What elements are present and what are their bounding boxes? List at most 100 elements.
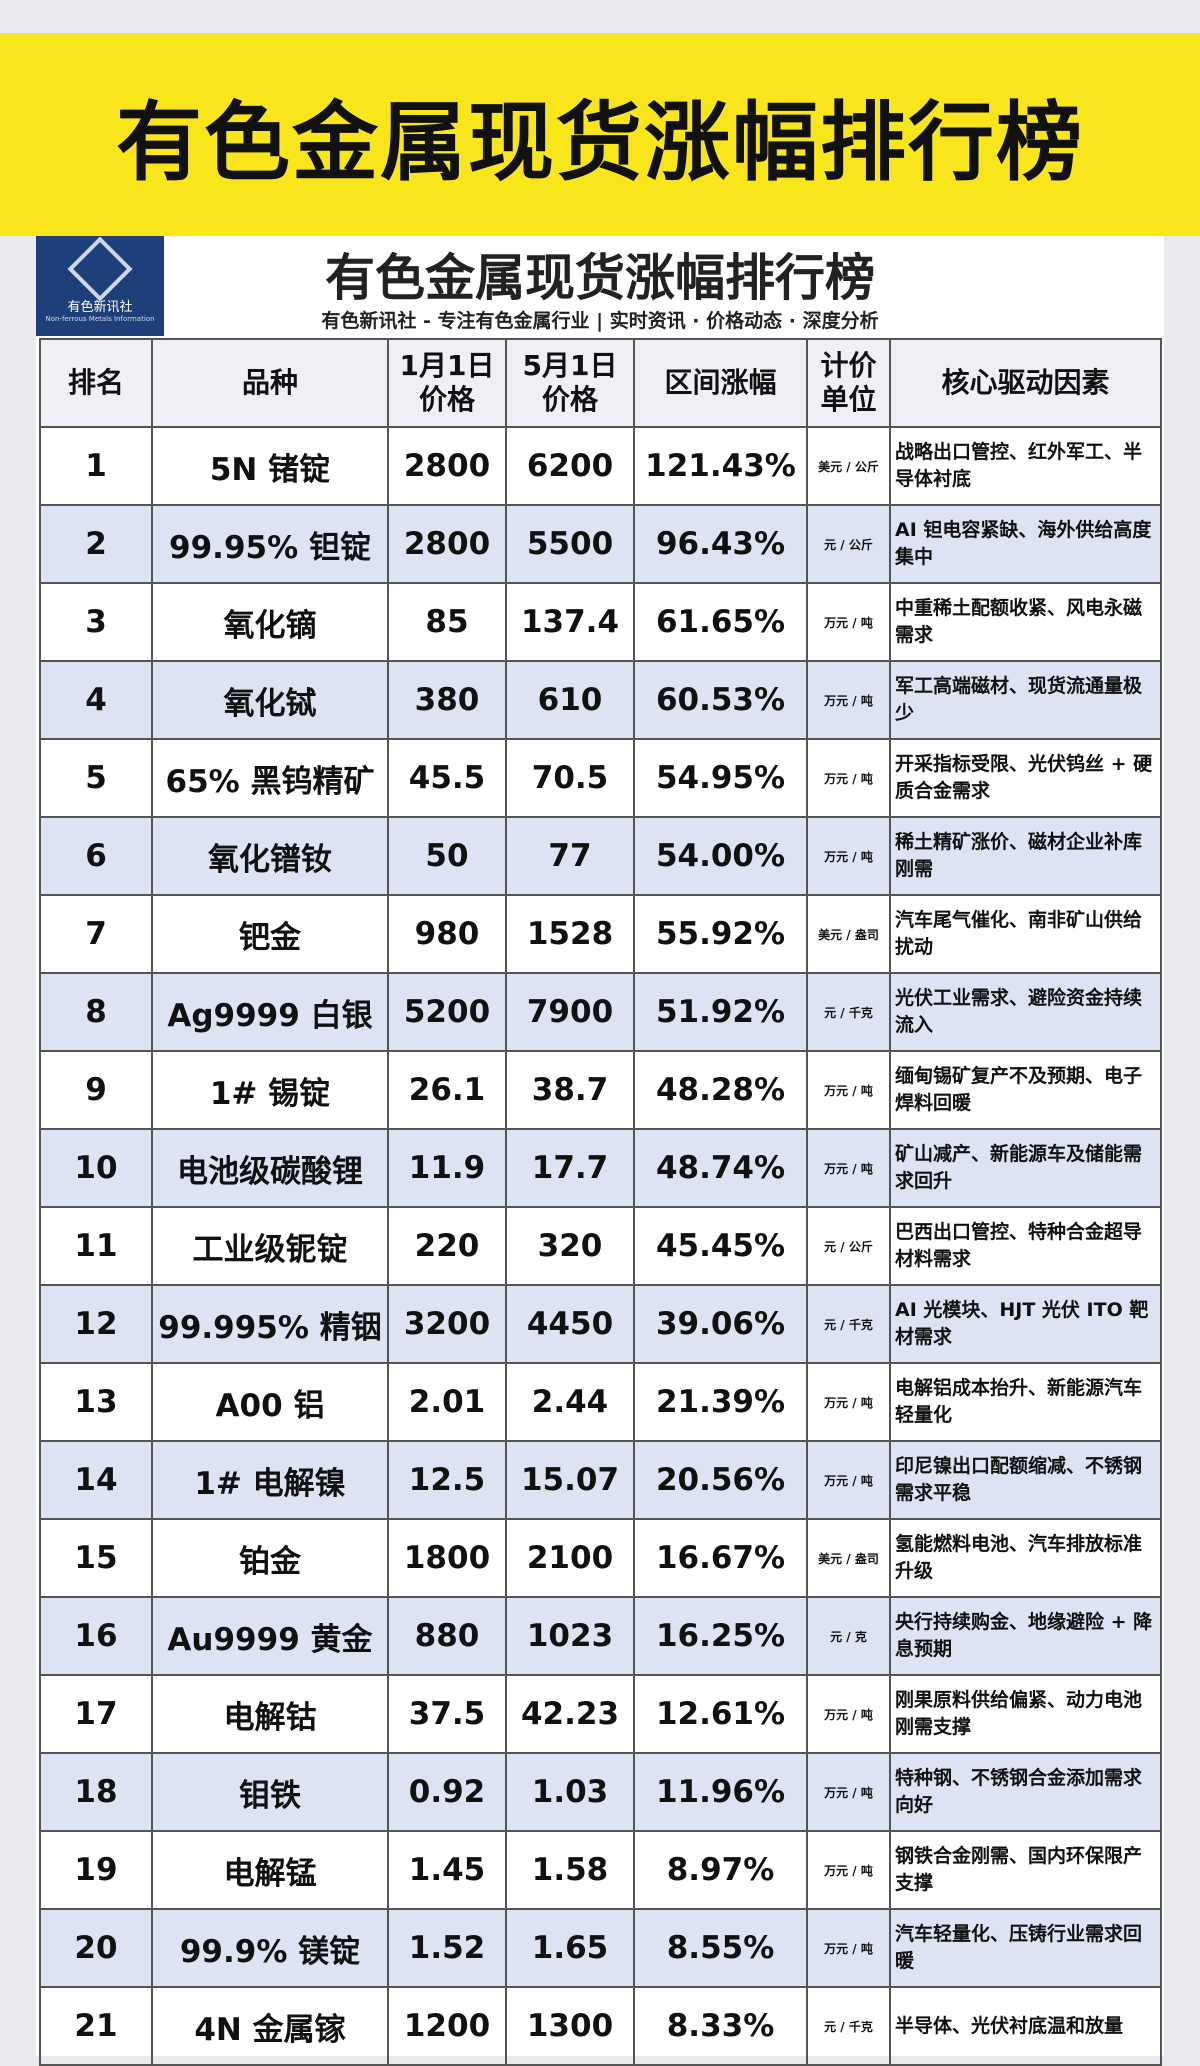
- table-cell: 18: [39, 1752, 153, 1832]
- banner-title: 有色金属现货涨幅排行榜: [116, 93, 1084, 193]
- table-cell: 2800: [387, 426, 507, 506]
- table-cell: 70.5: [505, 738, 635, 818]
- column-header: 1月1日 价格: [387, 338, 507, 428]
- table-cell: 12.5: [387, 1440, 507, 1520]
- banner: 有色金属现货涨幅排行榜: [0, 33, 1200, 236]
- table-cell: 1.45: [387, 1830, 507, 1910]
- table-cell: 3: [39, 582, 153, 662]
- table-cell: 1.52: [387, 1908, 507, 1988]
- table-cell: 6200: [505, 426, 635, 506]
- column-header: 品种: [151, 338, 389, 428]
- table-cell: Ag9999 白银: [151, 972, 389, 1052]
- table-cell: 钼铁: [151, 1752, 389, 1832]
- table-cell: 万元 / 吨: [806, 1674, 891, 1754]
- table-cell: 11: [39, 1206, 153, 1286]
- table-cell: A00 铝: [151, 1362, 389, 1442]
- table-cell: 稀土精矿涨价、磁材企业补库刚需: [889, 816, 1162, 896]
- table-cell: Au9999 黄金: [151, 1596, 389, 1676]
- table-cell: 1800: [387, 1518, 507, 1598]
- table-cell: 钢铁合金刚需、国内环保限产支撑: [889, 1830, 1162, 1910]
- table-cell: 2100: [505, 1518, 635, 1598]
- table-cell: 1.03: [505, 1752, 635, 1832]
- table-row: 1 5N 锗锭 2800 6200 121.43% 美元 / 公斤 战略出口管控、红外军工、…: [39, 426, 1162, 506]
- column-header: 计价 单位: [806, 338, 891, 428]
- table-row: 3 氧化镝 85 137.4 61.65% 万元 / 吨中重稀土配额收紧、风电永磁需求: [39, 582, 1162, 662]
- table-cell: 13: [39, 1362, 153, 1442]
- table-cell: 2.44: [505, 1362, 635, 1442]
- table-cell: 央行持续购金、地缘避险 + 降息预期: [889, 1596, 1162, 1676]
- table-cell: 5N 锗锭: [151, 426, 389, 506]
- table-row: 17 电解钴 37.5 42.23 12.61% 万元 / 吨刚果原料供给偏紧、动力电池刚…: [39, 1674, 1162, 1754]
- table-cell: 21: [39, 1986, 153, 2066]
- table-cell: 15: [39, 1518, 153, 1598]
- table-cell: 万元 / 吨: [806, 738, 891, 818]
- table-cell: 85: [387, 582, 507, 662]
- table-row: 15 铂金 1800 2100 16.67% 美元 / 盎司 氢能燃料电池、汽车排放标准升级: [39, 1518, 1162, 1598]
- column-header: 核心驱动因素: [889, 338, 1162, 428]
- table-cell: 7900: [505, 972, 635, 1052]
- table-cell: 77: [505, 816, 635, 896]
- table-cell: 16: [39, 1596, 153, 1676]
- table-cell: 1.65: [505, 1908, 635, 1988]
- table-cell: 工业级铌锭: [151, 1206, 389, 1286]
- table-cell: 220: [387, 1206, 507, 1286]
- table-cell: 38.7: [505, 1050, 635, 1130]
- table-cell: 2.01: [387, 1362, 507, 1442]
- table-cell: 61.65%: [633, 582, 808, 662]
- table-cell: 137.4: [505, 582, 635, 662]
- table-cell: 610: [505, 660, 635, 740]
- table-row: 9 1# 锡锭 26.1 38.7 48.28% 万元 / 吨缅甸锡矿复产不及预期、电子焊…: [39, 1050, 1162, 1130]
- column-header: 区间涨幅: [633, 338, 808, 428]
- table-cell: 42.23: [505, 1674, 635, 1754]
- table-cell: 1300: [505, 1986, 635, 2066]
- table-cell: 17: [39, 1674, 153, 1754]
- table-cell: 55.92%: [633, 894, 808, 974]
- table-cell: 钯金: [151, 894, 389, 974]
- table-cell: 54.00%: [633, 816, 808, 896]
- table-cell: 氧化镨钕: [151, 816, 389, 896]
- table-cell: 矿山减产、新能源车及储能需求回升: [889, 1128, 1162, 1208]
- table-cell: 半导体、光伏衬底温和放量: [889, 1986, 1162, 2066]
- table-cell: 65% 黑钨精矿: [151, 738, 389, 818]
- table-cell: 万元 / 吨: [806, 582, 891, 662]
- table-cell: 11.96%: [633, 1752, 808, 1832]
- column-header: 排名: [39, 338, 153, 428]
- table-cell: 54.95%: [633, 738, 808, 818]
- table-cell: 12.61%: [633, 1674, 808, 1754]
- table-cell: 美元 / 盎司: [806, 894, 891, 974]
- table-cell: 11.9: [387, 1128, 507, 1208]
- table-cell: 21.39%: [633, 1362, 808, 1442]
- table-row: 14 1# 电解镍 12.5 15.07 20.56% 万元 / 吨印尼镍出口配额缩减、不…: [39, 1440, 1162, 1520]
- table-cell: 1: [39, 426, 153, 506]
- table-cell: 电解铝成本抬升、新能源汽车轻量化: [889, 1362, 1162, 1442]
- logo: 有色新讯社 Non-ferrous Metals Information: [36, 236, 164, 336]
- table-row: 16 Au9999 黄金 880 1023 16.25% 元 / 克央行持续购金、地缘避险…: [39, 1596, 1162, 1676]
- table-row: 2 99.95% 钽锭 2800 5500 96.43% 元 / 公斤 AI 钽电容紧缺、海…: [39, 504, 1162, 584]
- table-cell: 1# 电解镍: [151, 1440, 389, 1520]
- table-cell: 1# 锡锭: [151, 1050, 389, 1130]
- table-cell: 缅甸锡矿复产不及预期、电子焊料回暖: [889, 1050, 1162, 1130]
- table-row: 4 氧化铽 380 610 60.53% 万元 / 吨军工高端磁材、现货流通量极少: [39, 660, 1162, 740]
- table-cell: 14: [39, 1440, 153, 1520]
- table-cell: 万元 / 吨: [806, 1128, 891, 1208]
- table-cell: 刚果原料供给偏紧、动力电池刚需支撑: [889, 1674, 1162, 1754]
- table-row: 19 电解锰 1.45 1.58 8.97% 万元 / 吨钢铁合金刚需、国内环保限产支撑: [39, 1830, 1162, 1910]
- table-cell: 60.53%: [633, 660, 808, 740]
- subtitle: 有色新讯社 - 专注有色金属行业 | 实时资讯 · 价格动态 · 深度分析: [321, 310, 879, 332]
- table-cell: 20: [39, 1908, 153, 1988]
- table-cell: 2800: [387, 504, 507, 584]
- table-cell: AI 钽电容紧缺、海外供给高度集中: [889, 504, 1162, 584]
- table-cell: 1023: [505, 1596, 635, 1676]
- table-cell: 4N 金属镓: [151, 1986, 389, 2066]
- table-cell: 氧化镝: [151, 582, 389, 662]
- table-cell: 战略出口管控、红外军工、半导体衬底: [889, 426, 1162, 506]
- table-cell: 10: [39, 1128, 153, 1208]
- table-cell: 8.97%: [633, 1830, 808, 1910]
- table-cell: 万元 / 吨: [806, 1440, 891, 1520]
- table-body: 1 5N 锗锭 2800 6200 121.43% 美元 / 公斤 战略出口管控、红外军工、…: [39, 426, 1162, 2066]
- header-row: 排名 品种 1月1日 价格 5月1日 价格 区间涨幅 计价 单位 核心驱动因素: [39, 338, 1162, 428]
- table-cell: 元 / 千克: [806, 972, 891, 1052]
- table-cell: 48.28%: [633, 1050, 808, 1130]
- table-cell: 特种钢、不锈钢合金添加需求向好: [889, 1752, 1162, 1832]
